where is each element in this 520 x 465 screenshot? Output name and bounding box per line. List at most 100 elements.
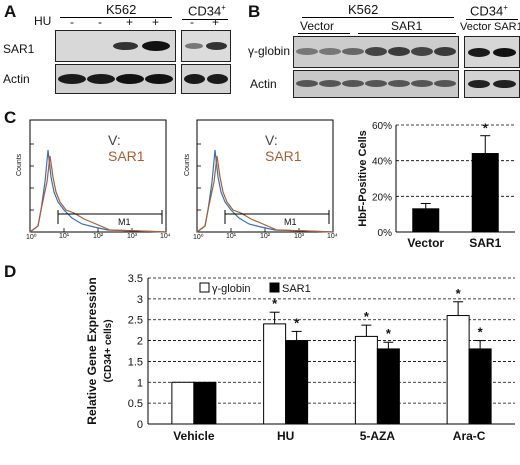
bar-sar1 [376, 348, 400, 425]
hu-label: HU [34, 14, 52, 28]
band [434, 80, 456, 87]
legend-swatch [269, 282, 280, 293]
hu-sign: + [212, 15, 220, 29]
flow-xtick: 10³ [127, 233, 138, 240]
significance-star: * [478, 325, 484, 340]
panel-label-a: A [4, 2, 17, 21]
band [468, 80, 490, 88]
flow-xtick: 10¹ [59, 233, 70, 240]
y-tick-label: 2 [137, 336, 143, 348]
significance-star: * [483, 121, 489, 136]
band [411, 80, 433, 87]
band [113, 42, 138, 50]
band [388, 80, 410, 87]
y-tick-label: 0% [378, 228, 393, 239]
flow-xtick: 10² [260, 233, 271, 240]
band [411, 47, 433, 56]
vector-underline [298, 33, 350, 34]
significance-star: * [364, 309, 370, 324]
flow-legend-sar1: SAR1 [265, 148, 302, 164]
legend-label: SAR1 [282, 283, 311, 295]
significance-star: * [386, 326, 392, 341]
flow-curve-sar1 [196, 155, 334, 233]
band [145, 74, 173, 84]
k562-underline-a [60, 17, 172, 18]
bar-sar1 [285, 340, 309, 425]
flow-xtick: 10¹ [226, 233, 237, 240]
x-category-label: HU [277, 429, 294, 443]
flow-gate-label: M1 [284, 217, 297, 227]
y-tick-label: 2.5 [128, 315, 143, 327]
y-tick-label: 1 [137, 377, 143, 389]
band [493, 80, 516, 88]
row-label-actin-a: Actin [3, 72, 30, 86]
y-tick-label: 60% [372, 121, 392, 132]
row-label-actin-b: Actin [250, 77, 277, 91]
flow-curve-vector [29, 149, 167, 233]
panel-label-b: B [248, 2, 261, 21]
band [87, 74, 115, 84]
significance-star: * [456, 286, 462, 301]
y-tick-label: 0 [137, 419, 143, 431]
legend-label: γ-globin [212, 283, 251, 295]
flow-legend-vector: V: [108, 132, 121, 148]
flow-curve-vector [196, 149, 334, 233]
cd34-label-b: CD34+ [470, 3, 508, 19]
band [184, 74, 205, 84]
y-tick-label: 3.5 [128, 273, 143, 285]
blot-actin-cd34 [181, 64, 231, 94]
row-label-sar1-a: SAR1 [3, 42, 35, 56]
band [319, 80, 341, 87]
hu-sign: - [190, 15, 194, 29]
band [342, 80, 364, 87]
group-label-vector: Vector [300, 19, 335, 33]
blot-actin-k562-b [293, 70, 459, 98]
hu-sign: - [98, 15, 102, 29]
band [365, 80, 387, 87]
x-category-label: Vehicle [173, 429, 215, 443]
band [185, 43, 203, 49]
band [388, 47, 410, 56]
row-label-gamma-globin: γ-globin [248, 44, 291, 58]
k562-label-b: K562 [348, 2, 379, 17]
panel-label-d: D [4, 262, 17, 281]
band [207, 74, 228, 84]
y-tick-label: 40% [372, 157, 392, 168]
blot-actin-k562 [55, 64, 176, 94]
hu-sign: + [126, 15, 134, 29]
flow-ylabel: Counts [16, 153, 23, 176]
blot-sar1-cd34 [181, 30, 231, 62]
group-label-sar1: SAR1 [391, 19, 423, 33]
band [468, 48, 490, 57]
y-axis-label: HbF-Positive Cells [357, 130, 369, 227]
y-tick-label: 3 [137, 294, 143, 306]
band [493, 48, 516, 57]
cd34-label-a: CD34+ [188, 3, 226, 19]
y-axis-sublabel: (CD34+ cells) [103, 319, 114, 382]
band [342, 48, 364, 55]
flow-curve-sar1 [29, 155, 167, 233]
y-axis-label: Relative Gene Expression [85, 277, 99, 424]
bar-sar1 [193, 381, 217, 425]
bar-vector [412, 208, 440, 233]
band [206, 42, 227, 50]
x-category-label: SAR1 [469, 236, 501, 250]
cd34-underline-a [182, 19, 228, 20]
bar-gamma-globin [354, 335, 378, 425]
band [365, 47, 387, 56]
flow-gate-label: M1 [118, 217, 131, 227]
blot-actin-cd34-b [464, 70, 520, 98]
k562-label-a: K562 [106, 2, 137, 17]
flow-xtick: 10⁴ [327, 233, 338, 240]
band [142, 41, 170, 51]
band [116, 74, 144, 84]
blot-sar1-k562 [55, 30, 176, 62]
legend-swatch [199, 282, 210, 293]
flow-xtick: 10³ [294, 233, 305, 240]
flow-xtick: 10⁴ [160, 233, 171, 240]
x-category-label: Vector [407, 236, 444, 250]
flow-ylabel: Counts [184, 153, 191, 176]
hu-sign: + [152, 15, 160, 29]
